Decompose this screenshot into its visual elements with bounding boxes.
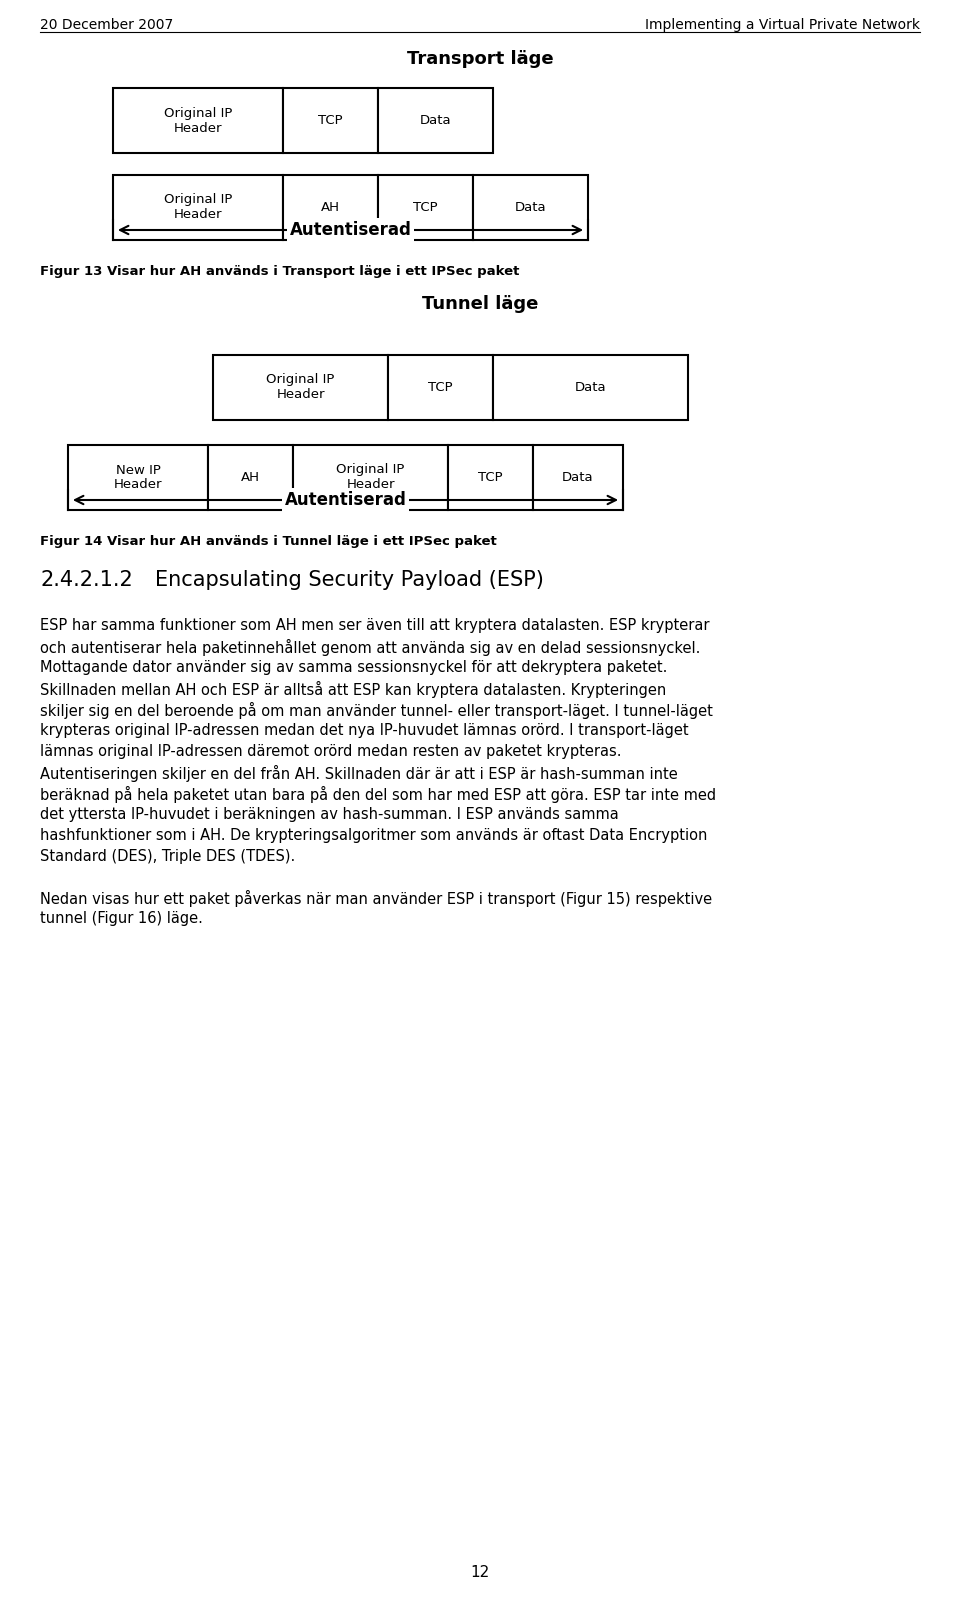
Text: Transport läge: Transport läge — [407, 50, 553, 67]
Text: AH: AH — [321, 200, 340, 213]
Text: lämnas original IP-adressen däremot orörd medan resten av paketet krypteras.: lämnas original IP-adressen däremot orör… — [40, 744, 621, 759]
Text: Data: Data — [515, 200, 546, 213]
Text: Implementing a Virtual Private Network: Implementing a Virtual Private Network — [645, 18, 920, 32]
Text: krypteras original IP-adressen medan det nya IP-huvudet lämnas orörd. I transpor: krypteras original IP-adressen medan det… — [40, 723, 688, 738]
Text: det yttersta IP-huvudet i beräkningen av hash-summan. I ESP används samma: det yttersta IP-huvudet i beräkningen av… — [40, 807, 619, 821]
Bar — [283, 88, 378, 152]
Text: TCP: TCP — [318, 114, 343, 127]
Text: Encapsulating Security Payload (ESP): Encapsulating Security Payload (ESP) — [155, 569, 544, 590]
Text: AH: AH — [241, 472, 260, 484]
Text: 12: 12 — [470, 1566, 490, 1580]
Text: Original IP
Header: Original IP Header — [164, 106, 232, 135]
Text: Data: Data — [575, 382, 607, 395]
Text: TCP: TCP — [413, 200, 438, 213]
Text: beräknad på hela paketet utan bara på den del som har med ESP att göra. ESP tar : beräknad på hela paketet utan bara på de… — [40, 786, 716, 804]
Bar — [283, 175, 378, 241]
Bar — [213, 354, 388, 420]
Bar — [208, 444, 293, 510]
Bar — [378, 88, 493, 152]
Text: 2.4.2.1.2: 2.4.2.1.2 — [40, 569, 132, 590]
Text: Figur 14 Visar hur AH används i Tunnel läge i ett IPSec paket: Figur 14 Visar hur AH används i Tunnel l… — [40, 536, 496, 549]
Text: hashfunktioner som i AH. De krypteringsalgoritmer som används är oftast Data Enc: hashfunktioner som i AH. De krypteringsa… — [40, 828, 708, 844]
Text: 20 December 2007: 20 December 2007 — [40, 18, 173, 32]
Bar — [388, 354, 493, 420]
Text: tunnel (Figur 16) läge.: tunnel (Figur 16) läge. — [40, 911, 203, 926]
Text: Tunnel läge: Tunnel läge — [421, 295, 539, 313]
Bar — [448, 444, 533, 510]
Text: Figur 13 Visar hur AH används i Transport läge i ett IPSec paket: Figur 13 Visar hur AH används i Transpor… — [40, 265, 519, 277]
Text: Autentiserad: Autentiserad — [284, 491, 406, 508]
Text: Autentiserad: Autentiserad — [290, 221, 412, 239]
Text: Original IP
Header: Original IP Header — [336, 464, 405, 491]
Text: Skillnaden mellan AH och ESP är alltså att ESP kan kryptera datalasten. Krypteri: Skillnaden mellan AH och ESP är alltså a… — [40, 682, 666, 698]
Text: TCP: TCP — [478, 472, 503, 484]
Bar — [378, 175, 473, 241]
Text: Standard (DES), Triple DES (TDES).: Standard (DES), Triple DES (TDES). — [40, 849, 296, 865]
Bar — [293, 444, 448, 510]
Text: Original IP
Header: Original IP Header — [266, 374, 335, 401]
Bar — [473, 175, 588, 241]
Bar — [113, 88, 283, 152]
Bar — [533, 444, 623, 510]
Bar — [113, 175, 283, 241]
Text: skiljer sig en del beroende på om man använder tunnel- eller transport-läget. I : skiljer sig en del beroende på om man an… — [40, 703, 713, 719]
Text: TCP: TCP — [428, 382, 453, 395]
Text: Nedan visas hur ett paket påverkas när man använder ESP i transport (Figur 15) r: Nedan visas hur ett paket påverkas när m… — [40, 890, 712, 906]
Text: ESP har samma funktioner som AH men ser även till att kryptera datalasten. ESP k: ESP har samma funktioner som AH men ser … — [40, 618, 709, 634]
Text: Mottagande dator använder sig av samma sessionsnyckel för att dekryptera paketet: Mottagande dator använder sig av samma s… — [40, 659, 667, 675]
Text: och autentiserar hela paketinnehållet genom att använda sig av en delad sessions: och autentiserar hela paketinnehållet ge… — [40, 638, 701, 656]
Text: Data: Data — [563, 472, 594, 484]
Bar — [493, 354, 688, 420]
Text: Original IP
Header: Original IP Header — [164, 194, 232, 221]
Text: Data: Data — [420, 114, 451, 127]
Bar — [68, 444, 208, 510]
Text: Autentiseringen skiljer en del från AH. Skillnaden där är att i ESP är hash-summ: Autentiseringen skiljer en del från AH. … — [40, 765, 678, 783]
Text: New IP
Header: New IP Header — [113, 464, 162, 491]
